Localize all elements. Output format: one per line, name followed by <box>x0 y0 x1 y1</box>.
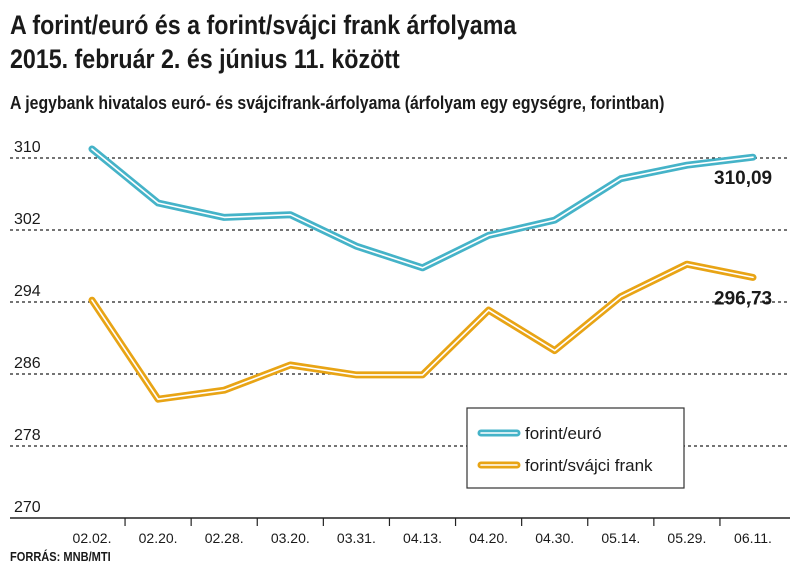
series-line <box>88 145 757 272</box>
legend-item: forint/euró <box>477 424 602 443</box>
y-tick-label: 286 <box>14 355 41 372</box>
series-line-core <box>91 263 754 401</box>
x-tick-label: 02.28. <box>205 530 244 546</box>
x-tick-label: 06.11. <box>734 530 772 546</box>
x-tick-label: 02.02. <box>73 530 112 546</box>
series-forint-euro <box>88 145 757 272</box>
y-axis: 310 302 294 286 278 270 <box>14 139 41 516</box>
x-tick-label: 04.20. <box>469 530 508 546</box>
legend: forint/euró forint/svájci frank <box>466 407 685 489</box>
x-tick-label: 03.31. <box>337 530 376 546</box>
x-tick-label: 05.29. <box>667 530 706 546</box>
title-line-1: A forint/euró és a forint/svájci frank á… <box>10 10 517 40</box>
x-tick-label: 05.14. <box>601 530 640 546</box>
y-tick-label: 302 <box>14 211 41 228</box>
legend-box <box>466 407 685 489</box>
series-line <box>88 260 757 403</box>
y-tick-label: 310 <box>14 139 41 156</box>
x-tick-label: 04.30. <box>535 530 574 546</box>
series-lines <box>88 145 757 403</box>
y-tick-label: 270 <box>14 499 41 516</box>
end-value-label: 310,09 <box>714 168 772 189</box>
series-line-core <box>91 148 754 269</box>
title-line-2: 2015. február 2. és június 11. között <box>10 44 400 74</box>
y-tick-label: 278 <box>14 427 41 444</box>
end-value-label: 296,73 <box>714 288 772 309</box>
legend-label: forint/svájci frank <box>525 456 653 475</box>
x-tick-label: 04.13. <box>403 530 442 546</box>
x-tick-label: 02.20. <box>139 530 178 546</box>
series-forint-chf <box>88 260 757 403</box>
x-tick-label: 03.20. <box>271 530 310 546</box>
source-note: FORRÁS: MNB/MTI <box>10 549 111 564</box>
legend-label: forint/euró <box>525 424 602 443</box>
legend-item: forint/svájci frank <box>477 456 653 475</box>
chart-title: A forint/euró és a forint/svájci frank á… <box>10 8 516 76</box>
chart-subtitle: A jegybank hivatalos euró- és svájcifran… <box>10 93 665 113</box>
gridlines <box>10 157 790 447</box>
y-tick-label: 294 <box>14 283 41 300</box>
x-axis: 02.02. 02.20. 02.28. 03.20. 03.31. 04.13. 04.2… <box>10 517 790 546</box>
end-labels: 310,09 296,73 <box>714 168 772 309</box>
